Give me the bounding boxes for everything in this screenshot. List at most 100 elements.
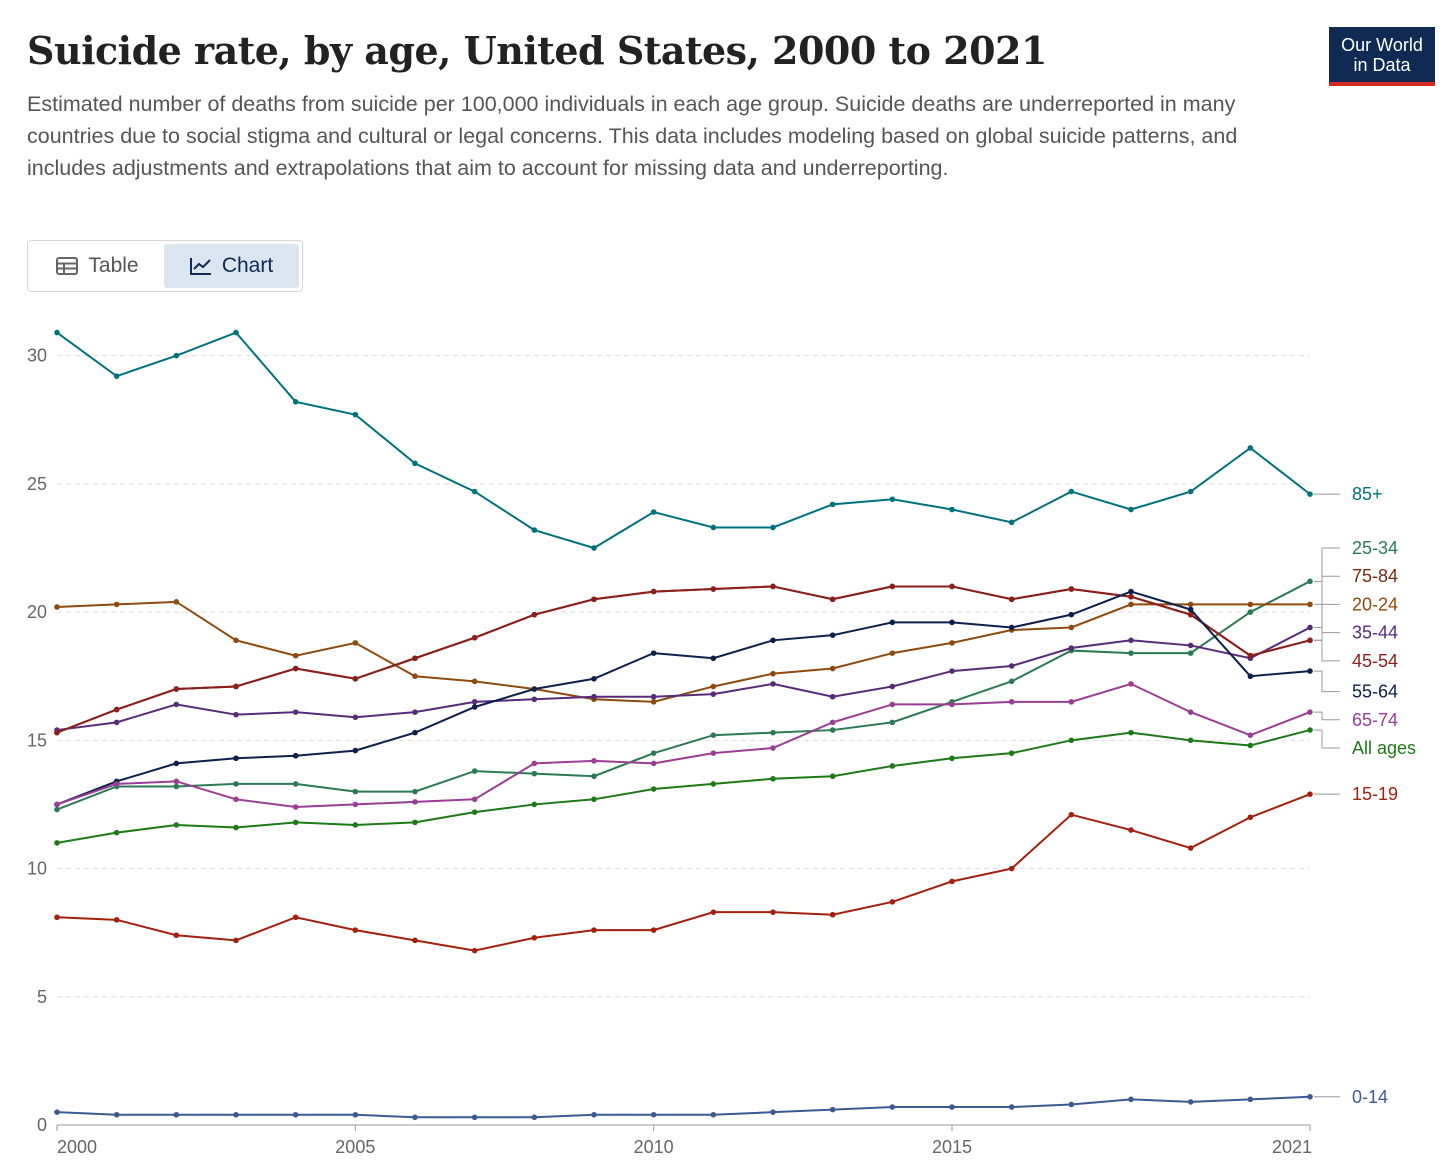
data-point: [591, 927, 597, 933]
data-point: [233, 796, 239, 803]
data-point: [233, 711, 239, 718]
data-point: [233, 637, 239, 644]
data-point: [591, 758, 597, 764]
data-point: [650, 927, 657, 933]
series-35-44[interactable]: [54, 624, 1313, 733]
data-point: [54, 806, 60, 813]
end-label-text: 85+: [1352, 484, 1383, 504]
data-point: [173, 599, 180, 605]
data-point: [770, 745, 776, 751]
label-connector: [1314, 670, 1340, 693]
data-point: [233, 1111, 239, 1118]
chart-subtitle: Estimated number of deaths from suicide …: [27, 92, 1238, 180]
data-point: [173, 701, 180, 708]
data-point: [949, 506, 955, 513]
data-point: [113, 719, 120, 726]
label-connector: [1314, 711, 1340, 721]
data-point: [889, 683, 896, 690]
series-line: [56, 590, 1311, 806]
data-point: [1307, 727, 1313, 733]
data-point: [531, 934, 538, 941]
data-point: [173, 686, 180, 692]
end-label-text: All ages: [1352, 738, 1416, 758]
label-connector: [1314, 639, 1340, 662]
data-point: [292, 665, 299, 672]
data-point: [1128, 1096, 1134, 1103]
series-45-54[interactable]: [54, 583, 1313, 736]
data-point: [1307, 578, 1313, 585]
data-point: [113, 917, 120, 923]
data-point: [829, 665, 836, 672]
y-tick-label: 25: [27, 474, 47, 494]
data-point: [471, 809, 478, 815]
data-point: [1068, 488, 1075, 495]
owid-logo[interactable]: Our World in Data: [1329, 27, 1435, 86]
end-label-text: 75-84: [1352, 566, 1398, 586]
data-point: [1187, 709, 1194, 715]
tab-table[interactable]: Table: [31, 244, 164, 288]
data-point: [173, 1111, 180, 1118]
data-point: [1307, 624, 1313, 631]
series-65-74[interactable]: [54, 681, 1313, 810]
end-label-text: 0-14: [1352, 1087, 1388, 1107]
tab-chart-label: Chart: [221, 254, 274, 277]
end-labels: 85+ 25-34 75-84 20-24 35-44 45-54 55-64 65-74 Al…: [1314, 484, 1416, 1107]
data-point: [173, 932, 180, 939]
data-point: [829, 1106, 836, 1113]
data-point: [352, 747, 359, 754]
tab-table-label: Table: [88, 254, 139, 277]
data-point: [531, 527, 538, 533]
series-55-64[interactable]: [54, 588, 1313, 808]
data-point: [113, 601, 120, 608]
data-point: [710, 691, 717, 697]
data-point: [650, 509, 657, 515]
data-point: [889, 1104, 896, 1110]
x-tick-label: 2021: [1272, 1137, 1312, 1157]
data-point: [113, 1111, 120, 1118]
data-point: [770, 729, 776, 736]
data-point: [591, 693, 597, 700]
series-85+[interactable]: [54, 329, 1313, 551]
data-point: [412, 729, 418, 736]
data-point: [1247, 732, 1254, 738]
data-point: [710, 781, 717, 787]
data-point: [591, 1111, 597, 1118]
data-point: [54, 801, 60, 808]
data-point: [1068, 737, 1075, 744]
data-point: [889, 719, 896, 726]
data-point: [650, 699, 657, 705]
data-point: [1008, 1104, 1015, 1110]
logo-line-1: Our World: [1341, 35, 1423, 55]
data-point: [1068, 699, 1075, 705]
series-20-24[interactable]: [54, 599, 1313, 705]
data-point: [889, 763, 896, 769]
series-15-19[interactable]: [54, 791, 1313, 954]
data-point: [1068, 611, 1075, 618]
series-0-14[interactable]: [54, 1093, 1313, 1121]
data-point: [352, 411, 359, 418]
table-icon: [56, 257, 79, 275]
data-point: [233, 781, 239, 787]
data-point: [1187, 650, 1194, 656]
data-point: [1247, 673, 1254, 680]
data-point: [889, 899, 896, 905]
data-point: [1187, 611, 1194, 618]
tab-chart[interactable]: Chart: [164, 244, 299, 288]
data-point: [1008, 865, 1015, 872]
data-point: [949, 640, 955, 646]
data-point: [292, 781, 299, 787]
data-point: [650, 693, 657, 700]
data-point: [471, 678, 478, 685]
data-point: [1068, 811, 1075, 818]
data-point: [1128, 637, 1134, 644]
series-line: [56, 580, 1311, 811]
data-point: [1128, 827, 1134, 833]
data-point: [292, 1111, 299, 1118]
series-all-ages[interactable]: [54, 727, 1313, 846]
end-label-all-ages: All ages: [1314, 729, 1416, 758]
data-point: [531, 1114, 538, 1121]
data-point: [770, 775, 776, 782]
chart-title: Suicide rate, by age, United States, 200…: [27, 28, 1047, 73]
end-label-text: 35-44: [1352, 623, 1398, 643]
data-point: [1008, 624, 1015, 631]
